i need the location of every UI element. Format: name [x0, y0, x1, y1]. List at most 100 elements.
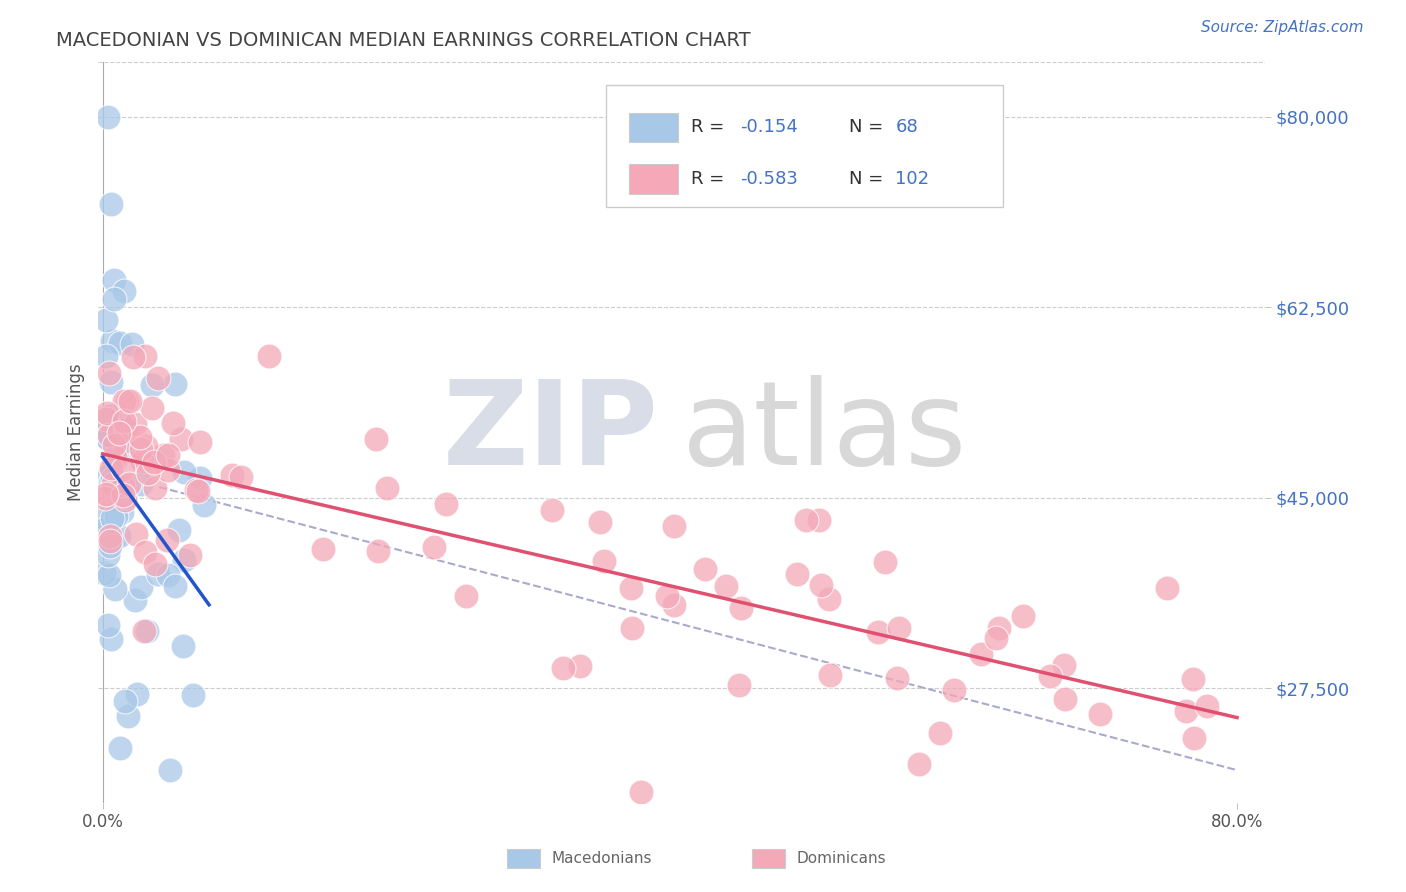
Y-axis label: Median Earnings: Median Earnings [66, 364, 84, 501]
Point [1053, 657, 1076, 672]
Point [114, 492, 136, 507]
Point [112, 285, 135, 299]
Bar [630, 112, 679, 142]
Point [114, 421, 136, 435]
Point [125, 527, 148, 541]
Point [112, 435, 135, 450]
Point [141, 377, 163, 392]
Point [156, 533, 179, 547]
Point [111, 462, 134, 476]
Point [98, 529, 121, 543]
Point [569, 659, 592, 673]
Point [103, 532, 125, 546]
Point [98, 533, 121, 548]
Point [366, 432, 388, 446]
Point [156, 567, 179, 582]
Point [1039, 669, 1062, 683]
Point [662, 519, 685, 533]
Text: N =: N = [849, 119, 889, 136]
Text: R =: R = [692, 119, 730, 136]
Point [134, 545, 156, 559]
Point [969, 647, 991, 661]
Point [129, 442, 152, 456]
Point [162, 416, 184, 430]
Text: N =: N = [849, 170, 889, 188]
Point [179, 548, 201, 562]
Text: MACEDONIAN VS DOMINICAN MEDIAN EARNINGS CORRELATION CHART: MACEDONIAN VS DOMINICAN MEDIAN EARNINGS … [56, 31, 751, 50]
Point [94, 487, 117, 501]
Point [96, 431, 118, 445]
Point [794, 513, 817, 527]
Point [98, 427, 121, 442]
Point [143, 481, 166, 495]
Point [188, 434, 211, 449]
Point [730, 600, 752, 615]
Point [108, 335, 131, 350]
Point [367, 543, 389, 558]
Point [143, 455, 166, 469]
Point [156, 448, 179, 462]
Point [138, 466, 160, 480]
Point [193, 498, 215, 512]
Point [93, 566, 115, 580]
Point [101, 334, 124, 349]
Point [97, 366, 120, 380]
Point [98, 568, 121, 582]
Point [170, 432, 193, 446]
FancyBboxPatch shape [606, 85, 1002, 207]
Point [103, 438, 125, 452]
Point [1053, 691, 1076, 706]
Point [889, 622, 911, 636]
Point [103, 582, 125, 596]
Point [111, 505, 134, 519]
Point [124, 417, 146, 432]
Point [1012, 609, 1035, 624]
Point [98, 409, 121, 424]
Text: -0.154: -0.154 [741, 119, 799, 136]
Text: 68: 68 [896, 119, 918, 136]
Text: R =: R = [692, 170, 730, 188]
Point [986, 631, 1008, 645]
Text: -0.583: -0.583 [741, 170, 799, 188]
Point [148, 567, 170, 582]
Point [655, 589, 678, 603]
Point [136, 624, 159, 638]
Point [312, 541, 335, 556]
Point [97, 110, 120, 124]
Point [135, 439, 157, 453]
Point [101, 505, 124, 519]
Point [93, 522, 115, 536]
Point [173, 552, 195, 566]
Point [118, 394, 141, 409]
Point [143, 557, 166, 571]
Point [875, 555, 897, 569]
Point [104, 478, 127, 492]
Point [124, 593, 146, 607]
Text: Dominicans: Dominicans [796, 851, 886, 866]
Point [810, 578, 832, 592]
Point [152, 448, 174, 462]
Point [94, 349, 117, 363]
Point [630, 785, 652, 799]
Point [620, 581, 643, 595]
Point [105, 503, 128, 517]
Point [187, 483, 209, 498]
Point [128, 430, 150, 444]
Point [103, 273, 125, 287]
Point [121, 337, 143, 351]
Text: Macedonians: Macedonians [551, 851, 652, 866]
Point [104, 450, 127, 465]
Point [159, 763, 181, 777]
Point [943, 682, 966, 697]
Point [184, 483, 207, 498]
Point [257, 350, 280, 364]
Point [101, 472, 124, 486]
Point [714, 579, 737, 593]
Text: 102: 102 [896, 170, 929, 188]
Point [105, 452, 128, 467]
Point [108, 483, 131, 497]
Point [98, 539, 121, 553]
Point [121, 350, 143, 364]
Bar [752, 849, 785, 868]
Bar [630, 164, 679, 194]
